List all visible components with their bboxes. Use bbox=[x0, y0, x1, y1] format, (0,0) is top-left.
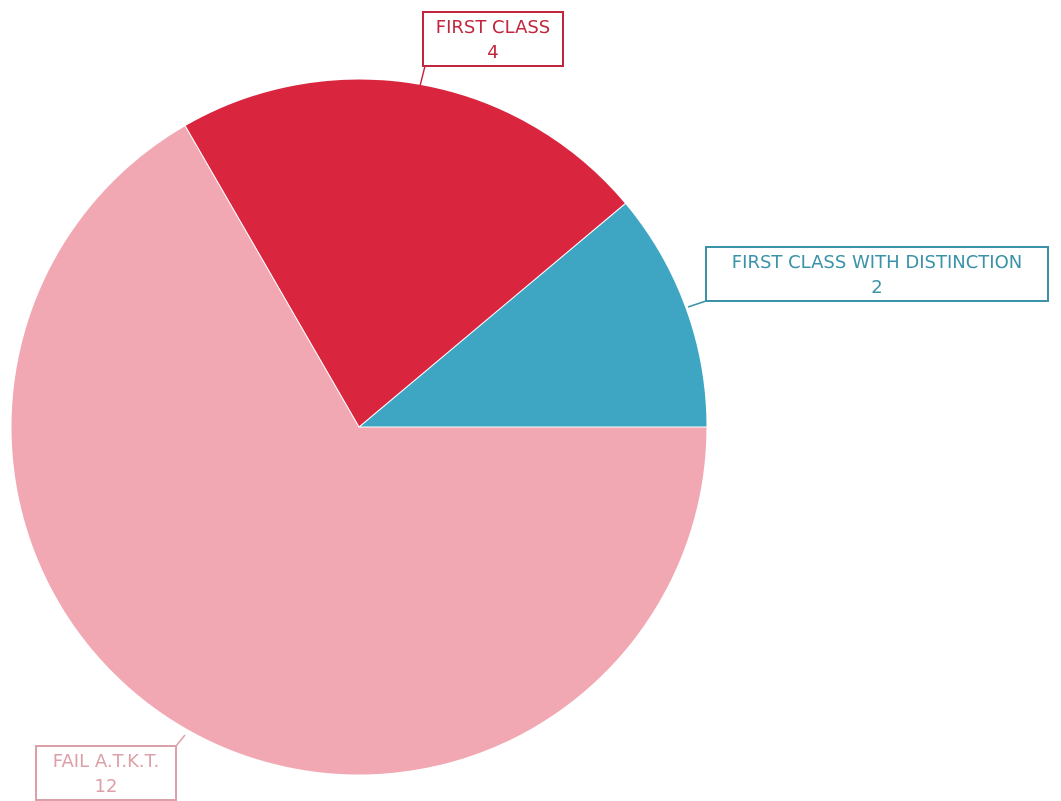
callout-leader-line bbox=[687, 300, 707, 308]
slice-label-callout: FIRST CLASS 4 bbox=[419, 11, 564, 87]
callout-box bbox=[35, 745, 177, 801]
slice-value-label: 4 bbox=[487, 42, 498, 63]
pie-slice-first-class[interactable] bbox=[184, 78, 627, 428]
slice-value-label: 2 bbox=[871, 277, 882, 298]
callout-box bbox=[422, 11, 564, 67]
pie-slice-first-class-with-distinction[interactable] bbox=[357, 202, 708, 428]
slice-label: FIRST CLASS WITH DISTINCTION bbox=[732, 252, 1022, 273]
slice-value-label: 12 bbox=[95, 776, 118, 797]
callout-box bbox=[705, 246, 1049, 302]
slice-label-callout: FAIL A.T.K.T. 12 bbox=[35, 734, 186, 801]
slices-layer bbox=[10, 78, 708, 776]
slice-label: FAIL A.T.K.T. bbox=[53, 751, 159, 772]
slice-label: FIRST CLASS bbox=[436, 17, 551, 38]
slice-label-callout: FIRST CLASS WITH DISTINCTION 2 bbox=[687, 246, 1049, 308]
callout-leader-line bbox=[419, 65, 426, 87]
callout-leader-line bbox=[175, 734, 186, 747]
pie-slice-fail-a-t-k-t[interactable] bbox=[10, 124, 708, 776]
